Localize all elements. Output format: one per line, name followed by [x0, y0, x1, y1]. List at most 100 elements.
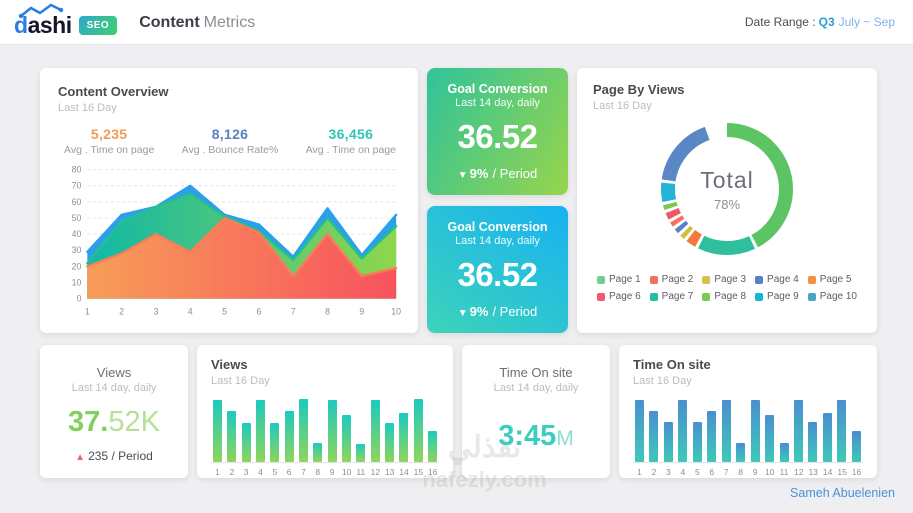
donut-slice-page-1: [661, 123, 793, 255]
bar-tick-label: 7: [723, 467, 729, 477]
svg-text:60: 60: [72, 197, 82, 207]
legend-swatch-icon: [807, 292, 816, 301]
donut-slice-page-7: [661, 123, 793, 255]
views-bar-labels: 1 2 3 4 5 6 7 8 9 10 11 12 13 14 15 16: [211, 467, 439, 477]
svg-text:70: 70: [72, 181, 82, 191]
legend-item-page-1[interactable]: Page 1: [597, 274, 646, 285]
bar-day-12: [370, 400, 380, 462]
goal-conversion-card-blue: Goal Conversion Last 14 day, daily 36.52…: [427, 206, 568, 333]
legend-item-page-7[interactable]: Page 7: [649, 291, 699, 302]
bar-tick-label: 4: [258, 467, 263, 477]
svg-text:5: 5: [222, 306, 227, 316]
bar-tick-label: 6: [286, 467, 292, 477]
bar-day-7: [721, 400, 731, 462]
bar-tick-label: 3: [666, 467, 671, 477]
legend-item-page-6[interactable]: Page 6: [597, 291, 646, 302]
legend-label: Page 10: [819, 291, 857, 302]
views-stat-card: Views Last 14 day, daily 37.52K ▲ 235 / P…: [40, 345, 188, 478]
legend-item-page-8[interactable]: Page 8: [702, 291, 751, 302]
bar-day-2: [227, 411, 237, 462]
author-credit-link[interactable]: Sameh Abuelenien: [790, 486, 895, 500]
svg-text:10: 10: [72, 277, 82, 287]
bar-day-4: [678, 400, 688, 462]
goal-value: 36.52: [457, 118, 538, 155]
legend-swatch-icon: [807, 275, 816, 284]
bar-day-9: [327, 400, 337, 462]
legend-swatch-icon: [649, 292, 658, 301]
seo-badge: SEO: [78, 15, 118, 35]
bar-tick-label: 10: [341, 467, 352, 477]
legend-item-page-10[interactable]: Page 10: [807, 291, 857, 302]
date-range-selector[interactable]: Date Range : Q3 July ~ Sep: [744, 15, 895, 29]
legend-label: Page 2: [661, 274, 694, 285]
bar-tick-label: 3: [243, 467, 249, 477]
legend-item-page-5[interactable]: Page 5: [807, 274, 857, 285]
legend-label: Page 8: [714, 291, 747, 302]
bar-tick-label: 16: [427, 467, 438, 477]
bar-tick-label: 9: [329, 467, 335, 477]
brand-logo[interactable]: dashi SEO: [14, 3, 118, 39]
bar-day-11: [356, 443, 366, 462]
bar-tick-label: 1: [215, 467, 220, 477]
bar-tick-label: 12: [793, 467, 804, 477]
bar-day-14: [822, 412, 832, 462]
page-by-views-donut-chart: [661, 123, 793, 255]
bar-day-5: [270, 423, 280, 462]
svg-text:20: 20: [72, 261, 82, 271]
time-on-site-bars: [633, 397, 863, 463]
bar-tick-label: 14: [399, 467, 409, 477]
bar-day-8: [313, 442, 323, 462]
sparkline-logo-icon: [18, 3, 64, 18]
bar-day-12: [793, 400, 803, 462]
bar-day-6: [707, 411, 717, 462]
top-bar: dashi SEO Content Metrics Date Range : Q3 J…: [0, 0, 913, 45]
bar-tick-label: 12: [370, 467, 381, 477]
bar-tick-label: 5: [694, 467, 700, 477]
card-title: Time On site: [633, 357, 711, 372]
legend-swatch-icon: [755, 292, 764, 301]
bar-day-9: [750, 400, 760, 462]
goal-value: 36.52: [457, 256, 538, 293]
bar-day-15: [413, 398, 423, 462]
bar-day-6: [284, 411, 294, 462]
bar-day-8: [736, 442, 746, 462]
stat-time-on-page-1: 5,235 Avg . Time on page: [64, 126, 155, 156]
views-value: 37.52K: [68, 406, 160, 438]
bar-day-15: [837, 400, 847, 462]
svg-text:9: 9: [359, 306, 364, 316]
bar-day-16: [851, 430, 861, 462]
views-delta: ▲ 235 / Period: [75, 449, 153, 463]
card-title: Page By Views: [593, 82, 685, 97]
legend-label: Page 6: [609, 291, 641, 302]
time-on-site-value: 3:45M: [498, 420, 574, 452]
legend-label: Page 7: [661, 291, 694, 302]
goal-delta: ▼ 9% / Period: [457, 166, 538, 181]
bar-day-4: [255, 400, 265, 462]
views-bar-chart-card: Views Last 16 Day 1 2 3 4 5 6 7 8 9 10 11 12 13 14 15 1…: [197, 345, 453, 478]
down-arrow-icon: ▼: [457, 308, 468, 319]
bar-tick-label: 13: [808, 467, 818, 477]
bar-day-5: [692, 421, 702, 462]
legend-item-page-3[interactable]: Page 3: [702, 274, 751, 285]
bar-day-16: [427, 431, 437, 462]
legend-swatch-icon: [597, 292, 605, 301]
legend-item-page-9[interactable]: Page 9: [755, 291, 804, 302]
legend-item-page-4[interactable]: Page 4: [755, 274, 804, 285]
bar-tick-label: 7: [301, 467, 306, 477]
legend-label: Page 4: [767, 274, 799, 285]
svg-text:4: 4: [188, 306, 193, 316]
bar-day-2: [649, 411, 659, 462]
svg-text:3: 3: [153, 306, 158, 316]
bar-tick-label: 11: [356, 467, 366, 477]
bar-tick-label: 14: [822, 467, 833, 477]
svg-text:50: 50: [72, 213, 82, 223]
page-title: Content Metrics: [139, 14, 256, 31]
bar-tick-label: 9: [752, 467, 758, 477]
svg-text:2: 2: [119, 306, 124, 316]
bar-tick-label: 6: [709, 467, 715, 477]
legend-item-page-2[interactable]: Page 2: [649, 274, 699, 285]
legend-swatch-icon: [702, 292, 711, 301]
bar-day-13: [808, 421, 818, 462]
bar-tick-label: 10: [765, 467, 775, 477]
donut-center: Total 78%: [700, 166, 754, 212]
